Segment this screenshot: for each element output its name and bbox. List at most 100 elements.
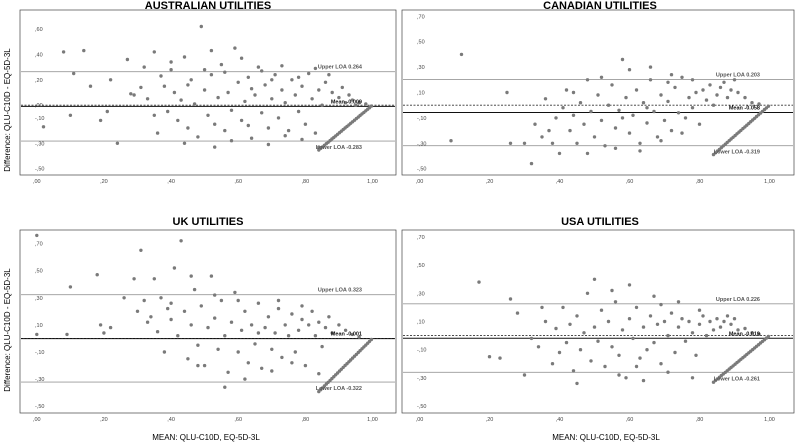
data-point: [578, 348, 583, 352]
y-tick-label: ,00: [35, 103, 43, 109]
data-point: [296, 109, 301, 114]
data-point: [645, 106, 649, 110]
data-point: [317, 88, 321, 92]
data-point: [610, 345, 614, 349]
data-point: [536, 345, 541, 349]
mean-label: Mean -0.009: [331, 99, 362, 105]
data-point: [300, 317, 304, 322]
y-tick-label: -,30: [35, 141, 44, 147]
data-point: [125, 57, 130, 62]
data-point: [239, 118, 244, 123]
data-point: [592, 325, 597, 329]
data-point: [578, 101, 583, 105]
data-point: [286, 128, 291, 133]
y-tick-label: ,70: [417, 14, 425, 20]
data-point: [568, 322, 572, 326]
x-tick-label: ,80: [302, 417, 310, 423]
data-point: [676, 300, 681, 304]
data-point: [219, 62, 224, 67]
data-point: [219, 298, 224, 303]
data-point: [641, 325, 646, 329]
data-point: [582, 331, 586, 335]
data-point: [182, 309, 187, 313]
data-point: [229, 320, 234, 324]
data-point: [182, 141, 187, 145]
data-point: [596, 339, 600, 343]
data-point: [122, 296, 126, 300]
x-tick-label: ,20: [486, 417, 494, 423]
data-point: [276, 298, 281, 303]
data-point: [35, 332, 39, 337]
data-point: [145, 320, 150, 324]
data-point: [41, 125, 46, 129]
data-point: [627, 283, 632, 287]
data-point: [718, 325, 723, 329]
data-point: [697, 322, 702, 326]
data-point: [35, 233, 39, 238]
data-point: [599, 75, 604, 80]
data-point: [300, 304, 304, 308]
panel-title: AUSTRALIAN UTILITIES: [145, 0, 272, 12]
y-tick-label: -,10: [35, 350, 44, 356]
data-point: [659, 93, 663, 97]
data-point: [307, 71, 311, 76]
data-point: [303, 363, 308, 368]
x-tick-label: 1,00: [764, 179, 775, 185]
data-point: [648, 78, 653, 82]
data-point: [98, 118, 103, 123]
x-tick-label: ,60: [626, 179, 634, 185]
data-point: [529, 161, 534, 166]
data-point: [606, 319, 611, 324]
data-point: [280, 355, 284, 360]
data-point: [690, 331, 695, 335]
data-point: [571, 113, 576, 118]
data-point: [750, 331, 754, 335]
data-point: [648, 65, 653, 69]
data-point: [293, 93, 297, 97]
data-point: [243, 99, 247, 104]
y-tick-label: ,30: [417, 65, 425, 71]
data-point: [162, 84, 167, 88]
data-point: [95, 273, 99, 277]
upper-loa-label: Upper LOA 0.226: [716, 297, 760, 303]
data-point: [152, 50, 156, 54]
data-point: [582, 122, 586, 126]
data-point: [729, 322, 733, 326]
data-point: [155, 131, 160, 135]
data-point: [189, 323, 193, 327]
data-point: [645, 348, 649, 352]
data-point: [236, 298, 240, 303]
data-point: [547, 128, 551, 133]
data-point: [459, 52, 464, 57]
y-tick-label: ,10: [417, 91, 425, 97]
data-point: [508, 141, 513, 145]
data-point: [766, 334, 771, 339]
data-point: [263, 325, 267, 330]
data-point: [659, 139, 663, 143]
x-tick-label: ,60: [626, 417, 634, 423]
data-point: [223, 70, 227, 74]
data-point: [715, 317, 719, 321]
data-point: [256, 301, 261, 305]
data-point: [226, 370, 230, 374]
data-point: [624, 376, 628, 380]
data-point: [310, 309, 314, 313]
mean-label: Mean -0.001: [331, 332, 362, 338]
data-point: [554, 116, 558, 120]
data-point: [589, 359, 593, 363]
data-point: [655, 322, 660, 326]
data-point: [683, 339, 688, 343]
data-point: [561, 106, 565, 110]
data-point: [543, 97, 548, 101]
y-tick-label: -,30: [417, 376, 426, 382]
data-point: [557, 151, 562, 156]
data-point: [711, 328, 716, 332]
upper-loa-label: Upper LOA 0.264: [318, 65, 363, 71]
data-point: [179, 239, 183, 243]
data-point: [320, 103, 324, 107]
data-point: [659, 362, 663, 366]
lower-loa-label: Lower LOA -0.261: [714, 376, 760, 382]
data-point: [522, 141, 527, 145]
data-point: [662, 118, 667, 123]
